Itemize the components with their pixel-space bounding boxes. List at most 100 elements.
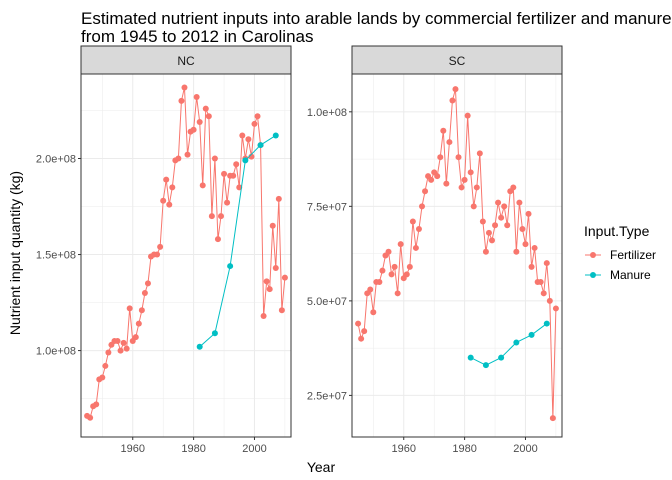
x-tick-label: 2000: [513, 443, 537, 455]
data-point-sc-fertilizer: [370, 309, 377, 316]
data-point-nc-fertilizer: [163, 176, 170, 183]
data-point-nc-manure: [211, 330, 218, 337]
data-point-sc-fertilizer: [552, 305, 559, 312]
data-point-sc-fertilizer: [513, 248, 520, 255]
data-point-sc-fertilizer: [498, 214, 505, 221]
data-point-sc-manure: [482, 362, 489, 369]
data-point-nc-fertilizer: [266, 286, 273, 293]
data-point-sc-fertilizer: [464, 112, 471, 119]
panel-sc-axes: 1960 1980 2000 2.5e+07 5.0e+07 7.5e+07 1.0e+08: [307, 107, 538, 455]
data-point-nc-manure: [272, 132, 279, 139]
data-point-sc-fertilizer: [415, 226, 422, 233]
data-point-nc-fertilizer: [166, 201, 173, 208]
panel-sc-border: [351, 73, 563, 438]
data-point-sc-fertilizer: [470, 203, 477, 210]
data-point-sc-fertilizer: [419, 203, 425, 210]
data-point-sc-fertilizer: [434, 173, 441, 180]
data-point-nc-fertilizer: [105, 349, 112, 356]
data-point-sc-fertilizer: [358, 335, 365, 342]
data-point-sc-fertilizer: [367, 286, 374, 293]
data-point-nc-manure: [257, 142, 264, 149]
x-tick-label: 1960: [391, 443, 415, 455]
data-point-nc-fertilizer: [141, 289, 148, 296]
data-point-nc-fertilizer: [99, 374, 106, 381]
data-point-nc-fertilizer: [272, 264, 279, 271]
panel-sc-series: [355, 86, 559, 422]
data-point-nc-fertilizer: [154, 251, 161, 258]
data-point-nc-fertilizer: [218, 213, 224, 220]
data-point-sc-fertilizer: [531, 244, 538, 251]
chart-title-line-1: Estimated nutrient inputs into arable la…: [81, 9, 672, 28]
data-point-sc-fertilizer: [355, 320, 362, 327]
panel-sc-grid: [352, 74, 562, 437]
data-point-nc-fertilizer: [157, 243, 164, 250]
data-point-sc-manure: [513, 339, 520, 346]
data-point-sc-fertilizer: [473, 184, 480, 191]
data-point-nc-fertilizer: [224, 199, 231, 206]
data-point-nc-fertilizer: [120, 339, 127, 346]
x-tick-label: 1960: [120, 443, 144, 455]
y-tick-label: 5.0e+07: [307, 296, 347, 308]
data-point-nc-fertilizer: [190, 126, 197, 133]
panel-sc: SC 1960 1980 2000 2.5e+07 5.0e+07 7.5e+07 1.0e…: [307, 45, 563, 455]
data-point-nc-fertilizer: [269, 222, 276, 229]
legend-key-point-fertilizer: [590, 252, 596, 258]
data-point-sc-fertilizer: [361, 328, 368, 335]
data-point-nc-fertilizer: [208, 213, 215, 220]
data-point-sc-fertilizer: [482, 248, 489, 255]
data-point-nc-fertilizer: [202, 105, 209, 112]
y-tick-label: 1.5e+08: [36, 250, 76, 262]
data-point-sc-fertilizer: [546, 297, 553, 304]
data-point-nc-fertilizer: [87, 414, 94, 421]
chart-title-line-2: from 1945 to 2012 in Carolinas: [81, 27, 313, 46]
panel-nc-series: [84, 84, 288, 421]
data-point-sc-fertilizer: [388, 271, 395, 278]
x-tick-label: 2000: [242, 443, 266, 455]
data-point-nc-fertilizer: [135, 320, 142, 327]
data-point-nc-fertilizer: [221, 170, 228, 177]
data-point-sc-fertilizer: [525, 210, 532, 217]
data-point-nc-fertilizer: [275, 195, 282, 202]
data-point-sc-fertilizer: [376, 278, 383, 285]
data-point-sc-fertilizer: [519, 226, 526, 233]
data-point-sc-fertilizer: [492, 222, 499, 229]
y-tick-label: 2.0e+08: [36, 154, 76, 166]
data-point-nc-fertilizer: [160, 197, 167, 204]
legend-label-fertilizer: Fertilizer: [610, 248, 656, 262]
data-point-sc-fertilizer: [452, 86, 459, 93]
data-point-nc-fertilizer: [175, 155, 182, 162]
strip-nc-background: [80, 45, 292, 75]
data-point-nc-fertilizer: [251, 120, 258, 127]
data-point-sc-fertilizer: [495, 199, 502, 206]
data-point-nc-fertilizer: [138, 307, 145, 314]
data-point-nc-fertilizer: [196, 119, 203, 126]
data-point-sc-fertilizer: [385, 248, 392, 255]
data-point-nc-fertilizer: [178, 97, 185, 104]
data-point-sc-manure: [543, 320, 550, 327]
data-point-sc-manure: [498, 354, 505, 361]
data-point-nc-fertilizer: [254, 113, 261, 120]
legend-title: Input.Type: [584, 223, 650, 239]
data-point-sc-fertilizer: [455, 154, 462, 161]
data-point-nc-fertilizer: [93, 401, 100, 408]
data-point-nc-fertilizer: [114, 337, 121, 344]
data-point-sc-fertilizer: [461, 176, 468, 183]
y-tick-label: 2.5e+07: [307, 390, 347, 402]
data-point-sc-fertilizer: [440, 127, 447, 134]
x-tick-label: 1980: [181, 443, 205, 455]
data-point-nc-fertilizer: [230, 172, 237, 179]
data-point-sc-fertilizer: [489, 237, 495, 244]
data-point-sc-fertilizer: [549, 415, 556, 422]
data-point-nc-fertilizer: [260, 313, 267, 319]
strip-nc-label: NC: [177, 54, 195, 68]
data-point-sc-fertilizer: [510, 184, 517, 191]
legend-key-point-manure: [590, 272, 596, 278]
data-point-sc-fertilizer: [458, 184, 465, 191]
data-point-sc-fertilizer: [403, 271, 410, 278]
y-tick-label: 1.0e+08: [36, 346, 76, 358]
data-point-sc-fertilizer: [449, 97, 456, 104]
data-point-sc-fertilizer: [422, 188, 429, 195]
panel-nc-background: [81, 74, 291, 437]
data-point-sc-fertilizer: [528, 263, 535, 270]
